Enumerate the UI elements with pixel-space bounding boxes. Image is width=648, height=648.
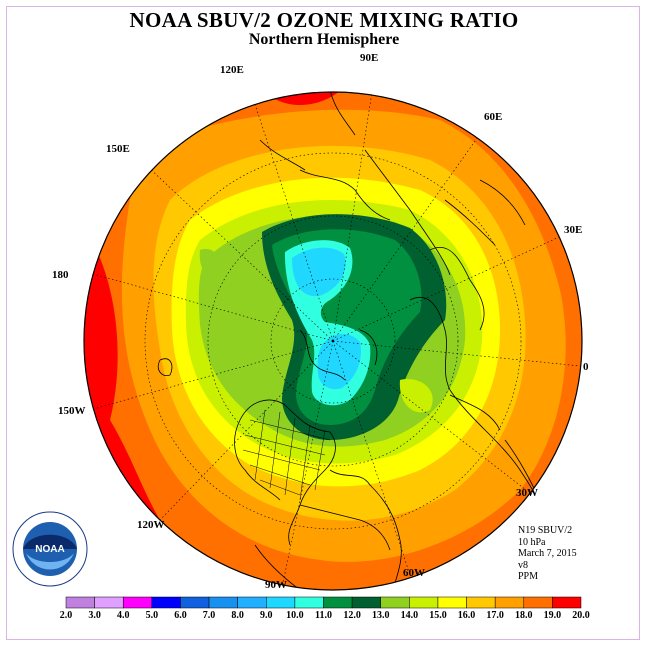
band-9-north	[292, 247, 346, 297]
noaa-logo: NOAA	[12, 511, 88, 587]
color-tick-label: 7.0	[203, 610, 216, 621]
color-tick-label: 4.0	[117, 610, 130, 621]
band-14-patch	[399, 379, 433, 413]
label-90e: 90E	[360, 52, 378, 64]
label-150e: 150E	[106, 143, 130, 155]
info-date: March 7, 2015	[518, 548, 577, 559]
color-swatch	[294, 596, 324, 609]
state-boundaries	[242, 409, 331, 501]
info-pressure: 10 hPa	[518, 536, 546, 548]
band-13-patch	[199, 249, 221, 277]
color-tick-label: 16.0	[458, 610, 476, 621]
color-swatch	[266, 596, 296, 609]
color-swatch	[65, 596, 95, 609]
label-60e: 60E	[484, 111, 502, 123]
color-swatch	[494, 596, 525, 609]
color-tick-label: 9.0	[260, 610, 273, 621]
color-tick-label: 18.0	[515, 610, 533, 621]
band-9-south	[317, 334, 362, 390]
color-swatch	[237, 596, 267, 609]
color-tick-label: 12.0	[343, 610, 361, 621]
noaa-logo-wave	[26, 553, 74, 570]
color-swatch	[437, 596, 467, 609]
color-tick-label: 15.0	[429, 610, 447, 621]
label-30w: 30W	[516, 487, 538, 499]
color-tick-label: 19.0	[544, 610, 562, 621]
color-tick-label: 14.0	[401, 610, 419, 621]
info-block: N19 SBUV/2 10 hPa March 7, 2015 v8 PPM	[518, 525, 577, 583]
noaa-logo-bird	[23, 534, 77, 549]
map-title: NOAA SBUV/2 OZONE MIXING RATIO	[129, 8, 519, 32]
color-swatch	[380, 596, 410, 609]
label-90w: 90W	[265, 579, 287, 591]
label-120w: 120W	[137, 519, 165, 531]
color-tick-label: 20.0	[572, 610, 590, 621]
color-swatch	[208, 596, 238, 609]
coastlines	[157, 92, 556, 590]
hemisphere-outline	[83, 91, 583, 591]
color-tick-label: 2.0	[60, 610, 73, 621]
figure-frame	[6, 6, 640, 640]
color-tick-label: 5.0	[146, 610, 159, 621]
map-subtitle: Northern Hemisphere	[248, 31, 400, 48]
color-swatch	[323, 596, 353, 609]
noaa-logo-text: NOAA	[35, 544, 64, 555]
color-swatch	[151, 596, 181, 609]
color-swatch	[180, 596, 210, 609]
info-instrument: N19 SBUV/2	[518, 525, 573, 536]
label-180: 180	[52, 269, 69, 281]
color-swatch	[409, 596, 439, 609]
color-tick-label: 13.0	[372, 610, 390, 621]
label-120e: 120E	[220, 64, 244, 76]
color-swatch	[552, 596, 582, 609]
label-0: 0	[583, 361, 589, 373]
color-scale-bar: 2.0 3.0 4.0 5.0 6.0 7.0 8.0 9.0 10.0 11.0 12.0 13.0…	[60, 596, 590, 621]
color-tick-label: 3.0	[88, 610, 101, 621]
info-version: v8	[518, 559, 528, 571]
color-tick-label: 8.0	[231, 610, 244, 621]
label-60w: 60W	[403, 567, 425, 579]
info-units: PPM	[518, 571, 539, 582]
color-tick-label: 17.0	[486, 610, 504, 621]
color-swatch	[466, 596, 496, 609]
color-tick-label: 10.0	[286, 610, 304, 621]
graticule	[85, 92, 581, 584]
color-swatch	[523, 596, 553, 609]
color-swatch	[94, 596, 124, 609]
color-swatch	[122, 596, 153, 609]
label-150w: 150W	[58, 405, 86, 417]
color-swatch	[351, 596, 381, 609]
ozone-field	[84, 92, 582, 590]
color-tick-label: 11.0	[315, 610, 332, 621]
color-tick-label: 6.0	[174, 610, 187, 621]
label-30e: 30E	[564, 224, 582, 236]
